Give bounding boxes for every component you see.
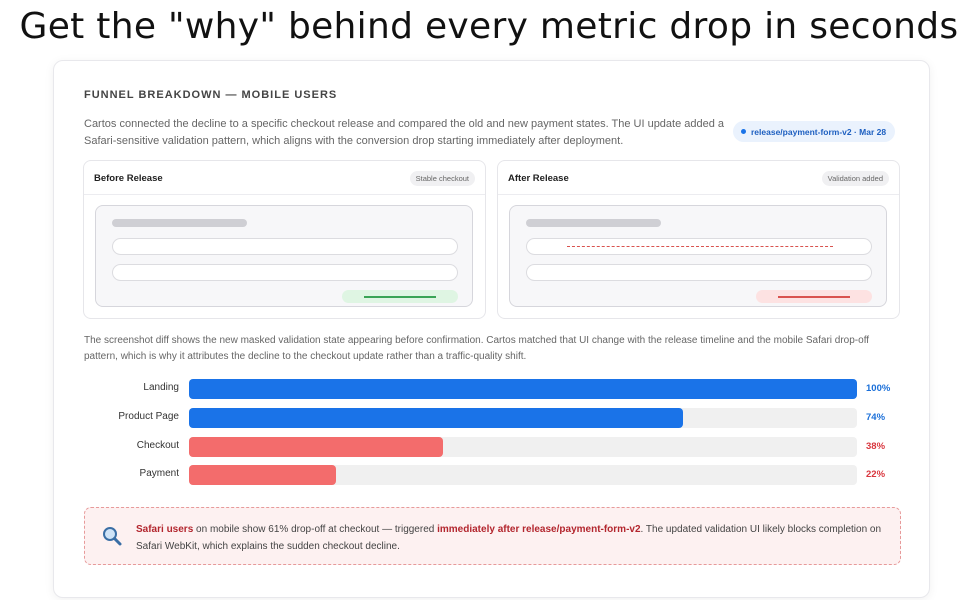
funnel-row: Checkout 38% [54, 437, 931, 457]
funnel-track [189, 437, 857, 457]
funnel-label: Product Page [118, 411, 179, 422]
panel-badge: Stable checkout [410, 171, 475, 186]
funnel-label: Checkout [137, 440, 179, 451]
panel-header: Before Release Stable checkout [84, 161, 485, 195]
funnel-row: Landing 100% [54, 379, 931, 399]
release-pill[interactable]: release/payment-form-v2 · Mar 28 [733, 121, 895, 142]
funnel-percent: 22% [866, 469, 885, 480]
release-pill-label: release/payment-form-v2 · Mar 28 [751, 127, 886, 137]
panel-header: After Release Validation added [498, 161, 899, 195]
funnel-percent: 100% [866, 383, 890, 394]
after-release-panel: After Release Validation added [497, 160, 900, 319]
funnel-track [189, 379, 857, 399]
mock-submit-button [756, 290, 872, 303]
magnifier-icon [101, 525, 123, 547]
funnel-bar [189, 437, 443, 457]
funnel-bar [189, 379, 857, 399]
mock-field-masked [526, 238, 872, 255]
funnel-percent: 38% [866, 441, 885, 452]
release-dot-icon [741, 129, 746, 134]
alert-text: Safari users on mobile show 61% drop-off… [136, 521, 891, 555]
funnel-track [189, 465, 857, 485]
section-title: FUNNEL BREAKDOWN — MOBILE USERS [84, 89, 337, 101]
before-release-panel: Before Release Stable checkout [83, 160, 486, 319]
mock-field [526, 264, 872, 281]
funnel-card: FUNNEL BREAKDOWN — MOBILE USERS Cartos c… [53, 60, 930, 598]
funnel-label: Landing [143, 382, 179, 393]
checkout-form-mock [509, 205, 887, 307]
mock-label-placeholder [112, 219, 247, 227]
headline: Get the "why" behind every metric drop i… [0, 6, 978, 47]
alert-highlight: Safari users [136, 524, 193, 535]
funnel-label: Payment [140, 468, 179, 479]
checkout-form-mock [95, 205, 473, 307]
funnel-track [189, 408, 857, 428]
alert-text-part: on mobile show 61% drop-off at checkout … [193, 524, 437, 535]
insight-alert: Safari users on mobile show 61% drop-off… [84, 507, 901, 565]
intro-text: Cartos connected the decline to a specif… [84, 116, 734, 150]
funnel-row: Payment 22% [54, 465, 931, 485]
mock-submit-button [342, 290, 458, 303]
funnel-bar [189, 408, 683, 428]
diff-explanation: The screenshot diff shows the new masked… [84, 333, 904, 365]
funnel-bar [189, 465, 336, 485]
mock-field [112, 238, 458, 255]
panel-badge: Validation added [822, 171, 889, 186]
panel-title: After Release [508, 173, 569, 184]
mock-field [112, 264, 458, 281]
funnel-row: Product Page 74% [54, 408, 931, 428]
alert-highlight: immediately after release/payment-form-v… [437, 524, 640, 535]
funnel-percent: 74% [866, 412, 885, 423]
mock-label-placeholder [526, 219, 661, 227]
panel-title: Before Release [94, 173, 163, 184]
